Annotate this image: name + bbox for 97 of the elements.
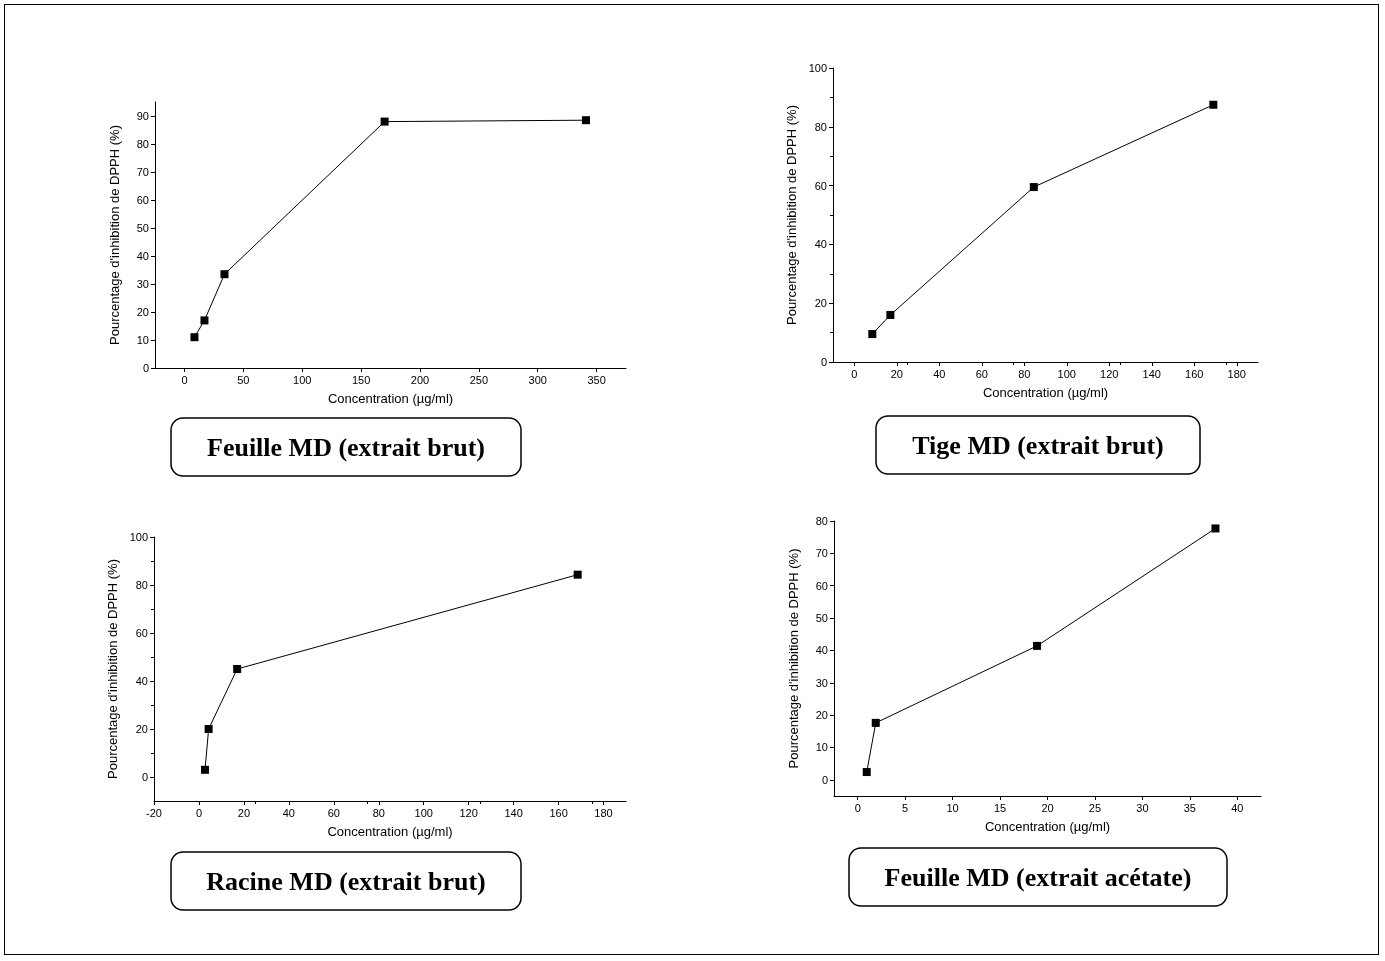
y-tick-label: 20 xyxy=(135,723,148,735)
x-tick-label: 160 xyxy=(549,806,568,819)
y-tick-label: 70 xyxy=(136,166,149,178)
x-tick-label: 80 xyxy=(1018,367,1031,380)
point xyxy=(1209,100,1218,109)
point xyxy=(1029,183,1038,192)
point xyxy=(190,333,199,342)
y-tick-label: 60 xyxy=(135,627,148,639)
y-tick-label: 100 xyxy=(808,62,827,74)
point xyxy=(220,270,229,279)
y-tick-label: 20 xyxy=(136,306,149,318)
point xyxy=(862,768,871,777)
x-tick-label: 30 xyxy=(1136,801,1149,814)
y-tick-label: 70 xyxy=(815,547,828,560)
x-axis-title: Concentration (µg/ml) xyxy=(327,824,453,839)
point xyxy=(581,116,590,125)
x-tick-label: 200 xyxy=(410,373,430,386)
x-tick-label: 250 xyxy=(469,373,488,386)
x-tick-label: 100 xyxy=(414,806,433,819)
x-tick-label: 10 xyxy=(946,801,959,814)
x-tick-label: 20 xyxy=(1041,801,1054,814)
text: Feuille MD (extrait brut) xyxy=(207,432,485,462)
y-tick-label: 60 xyxy=(136,194,149,206)
text: Feuille MD (extrait acétate) xyxy=(884,862,1192,892)
y-axis-title: Pourcentage d'inhibition de DPPH (%) xyxy=(104,559,120,779)
point xyxy=(868,330,877,339)
x-tick-label: 20 xyxy=(890,367,903,380)
x-tick-label: 35 xyxy=(1183,801,1196,814)
y-tick-label: 20 xyxy=(815,709,828,722)
y-tick-label: 40 xyxy=(815,644,828,657)
x-tick-label: 150 xyxy=(351,373,371,386)
y-tick-label: 50 xyxy=(136,222,149,234)
x-tick-label: 40 xyxy=(1231,801,1244,814)
x-tick-label: -20 xyxy=(146,806,162,819)
x-tick-label: 5 xyxy=(902,801,909,814)
x-tick-label: 50 xyxy=(237,373,250,386)
y-tick-label: 0 xyxy=(820,356,827,368)
text: Racine MD (extrait brut) xyxy=(206,866,486,896)
y-tick-label: 30 xyxy=(815,676,828,689)
point xyxy=(200,316,209,325)
point xyxy=(886,310,895,319)
point xyxy=(201,765,210,774)
y-tick-label: 50 xyxy=(815,612,828,625)
point xyxy=(1033,641,1042,650)
x-tick-label: 0 xyxy=(851,367,858,380)
x-axis-title: Concentration (µg/ml) xyxy=(982,385,1109,400)
x-tick-label: 120 xyxy=(459,806,478,819)
x-tick-label: 60 xyxy=(975,367,988,380)
x-tick-label: 0 xyxy=(181,373,188,386)
y-tick-label: 60 xyxy=(815,579,828,592)
y-tick-label: 10 xyxy=(136,334,149,346)
point xyxy=(380,117,389,126)
x-tick-label: 80 xyxy=(372,806,385,819)
x-tick-label: 40 xyxy=(933,367,946,380)
x-tick-label: 180 xyxy=(1227,367,1246,380)
point xyxy=(233,665,242,673)
x-tick-label: 140 xyxy=(504,806,523,819)
y-tick-label: 80 xyxy=(814,120,827,133)
y-axis-title: Pourcentage d'inhibition de DPPH (%) xyxy=(783,105,799,325)
x-tick-label: 140 xyxy=(1142,367,1161,380)
x-tick-label: 20 xyxy=(237,806,251,819)
x-tick-label: 160 xyxy=(1185,367,1204,380)
x-tick-label: 350 xyxy=(587,373,606,386)
y-tick-label: 10 xyxy=(815,741,828,754)
x-tick-label: 120 xyxy=(1100,367,1119,380)
y-tick-label: 90 xyxy=(136,110,149,122)
y-tick-label: 0 xyxy=(821,773,828,786)
y-tick-label: 40 xyxy=(814,238,827,251)
y-tick-label: 60 xyxy=(814,179,827,192)
y-tick-label: 0 xyxy=(141,771,148,783)
point xyxy=(1211,524,1220,533)
point xyxy=(871,718,880,727)
x-axis-title: Concentration (µg/ml) xyxy=(984,819,1111,834)
y-axis-title: Pourcentage d'inhibition de DPPH (%) xyxy=(107,125,122,345)
y-tick-label: 40 xyxy=(136,250,149,262)
x-tick-label: 300 xyxy=(528,373,547,386)
x-tick-label: 60 xyxy=(327,806,340,819)
x-tick-label: 100 xyxy=(1057,367,1076,380)
y-tick-label: 80 xyxy=(815,515,828,527)
x-tick-label: 25 xyxy=(1088,801,1102,814)
point xyxy=(573,570,582,579)
y-tick-label: 20 xyxy=(814,297,827,310)
text: Tige MD (extrait brut) xyxy=(912,430,1164,460)
x-tick-label: 0 xyxy=(854,801,861,814)
x-tick-label: 0 xyxy=(195,806,203,819)
y-tick-label: 100 xyxy=(129,531,148,543)
y-tick-label: 80 xyxy=(135,579,148,591)
x-tick-label: 180 xyxy=(594,806,613,819)
point xyxy=(204,725,213,733)
y-tick-label: 40 xyxy=(135,675,148,687)
y-axis-title: Pourcentage d'inhibition de DPPH (%) xyxy=(786,548,801,769)
x-axis-title: Concentration (µg/ml) xyxy=(327,391,454,406)
x-tick-label: 100 xyxy=(293,373,312,386)
y-tick-label: 30 xyxy=(136,278,149,290)
x-tick-label: 40 xyxy=(282,806,295,819)
x-tick-label: 15 xyxy=(993,801,1007,814)
y-tick-label: 80 xyxy=(136,138,149,150)
